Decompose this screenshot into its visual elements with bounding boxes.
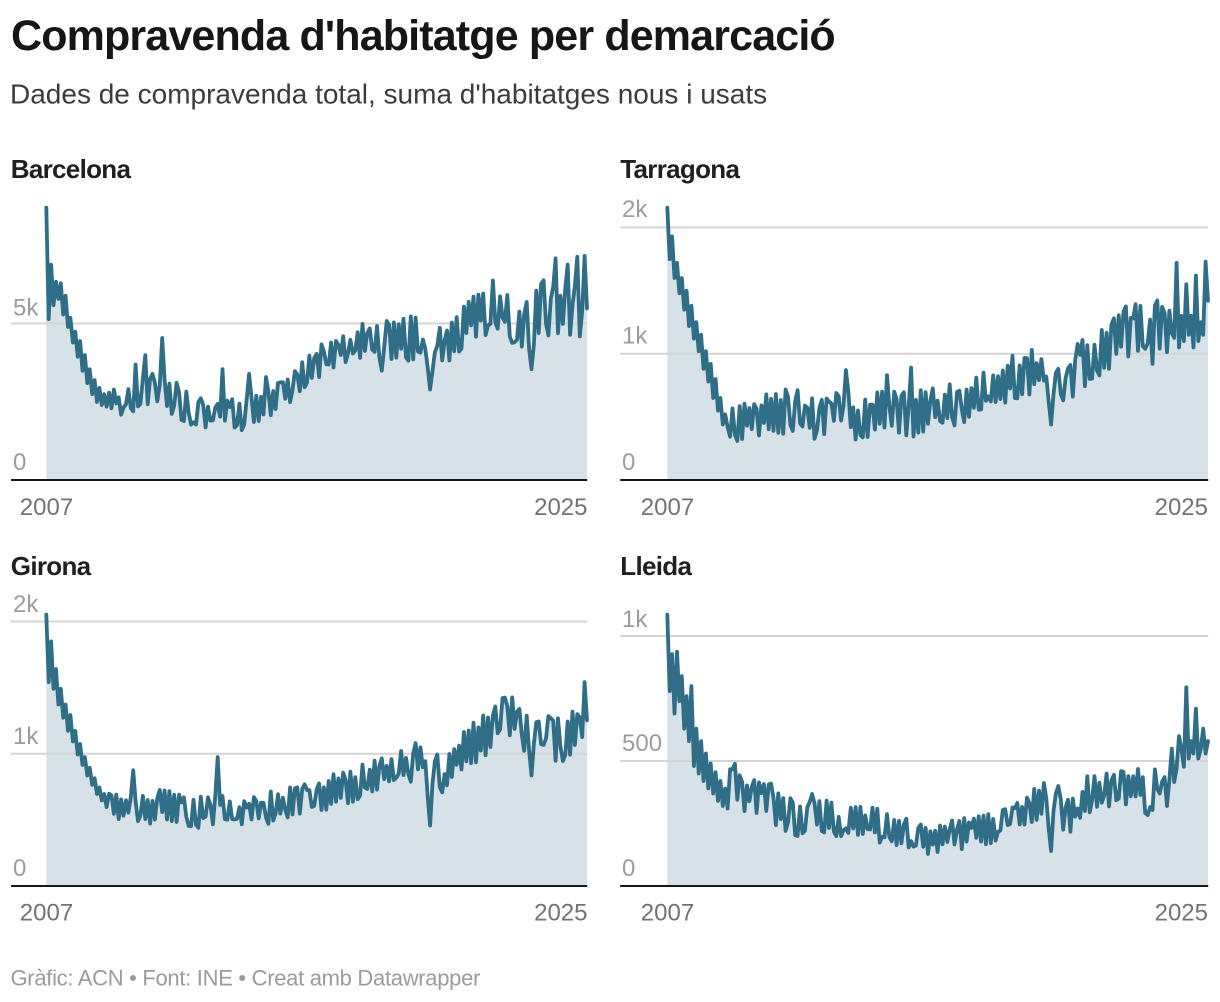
svg-text:Barcelona: Barcelona bbox=[11, 154, 132, 184]
svg-text:1k: 1k bbox=[622, 606, 648, 633]
svg-text:2025: 2025 bbox=[1155, 900, 1208, 927]
svg-text:0: 0 bbox=[622, 449, 635, 476]
svg-text:Tarragona: Tarragona bbox=[620, 154, 740, 184]
svg-text:2007: 2007 bbox=[20, 494, 73, 521]
svg-text:1k: 1k bbox=[622, 323, 648, 350]
svg-text:0: 0 bbox=[13, 855, 26, 882]
svg-text:1k: 1k bbox=[13, 723, 39, 750]
svg-text:2k: 2k bbox=[622, 196, 648, 223]
svg-text:0: 0 bbox=[13, 449, 26, 476]
svg-text:2025: 2025 bbox=[534, 494, 587, 521]
svg-text:2007: 2007 bbox=[641, 494, 694, 521]
svg-text:Gràfic: ACN • Font: INE • Crea: Gràfic: ACN • Font: INE • Creat amb Data… bbox=[11, 966, 481, 991]
svg-text:Lleida: Lleida bbox=[620, 551, 692, 581]
svg-text:2k: 2k bbox=[13, 591, 39, 618]
svg-text:5k: 5k bbox=[13, 295, 39, 322]
svg-text:2025: 2025 bbox=[534, 900, 587, 927]
svg-text:Dades de compravenda total, su: Dades de compravenda total, suma d'habit… bbox=[10, 79, 767, 110]
svg-text:Compravenda d'habitatge per de: Compravenda d'habitatge per demarcació bbox=[11, 12, 835, 60]
svg-text:2007: 2007 bbox=[641, 900, 694, 927]
svg-text:0: 0 bbox=[622, 855, 635, 882]
svg-text:Girona: Girona bbox=[11, 551, 92, 581]
svg-text:2025: 2025 bbox=[1155, 494, 1208, 521]
svg-text:500: 500 bbox=[622, 730, 662, 757]
svg-text:2007: 2007 bbox=[20, 900, 73, 927]
